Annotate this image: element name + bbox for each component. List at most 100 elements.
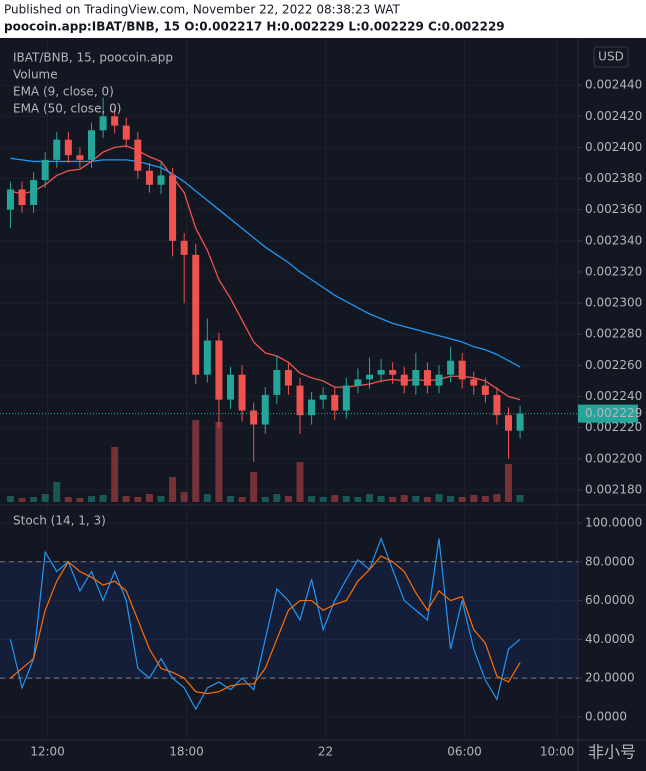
candle-body <box>458 360 466 380</box>
candle-body <box>447 360 455 375</box>
volume-bar <box>180 492 188 502</box>
price-title: IBAT/BNB, 15, poocoin.app <box>13 51 173 65</box>
volume-bar <box>273 494 281 502</box>
y-tick-label: 100.0000 <box>585 516 642 530</box>
y-tick-label: 0.002380 <box>585 171 642 185</box>
candle-body <box>308 399 316 416</box>
candle-body <box>122 125 130 140</box>
volume-bar <box>481 496 489 502</box>
candle-body <box>18 189 26 206</box>
y-tick-label: 0.002220 <box>585 420 642 434</box>
volume-bar <box>53 482 61 502</box>
volume-bar <box>145 494 153 502</box>
candle-body <box>296 385 304 416</box>
candle-body <box>111 116 119 126</box>
candle-body <box>354 379 362 386</box>
candle-body <box>30 180 38 206</box>
x-tick-label: 22 <box>318 745 333 759</box>
currency[interactable]: USD <box>598 50 624 64</box>
candle-body <box>88 130 96 160</box>
volume-bar <box>354 497 362 502</box>
volume-bar <box>389 497 397 502</box>
volume-bar <box>30 497 38 502</box>
volume-bar <box>227 496 235 502</box>
volume-bar <box>250 472 258 502</box>
volume-bar <box>400 495 408 502</box>
y-tick-label: 0.002300 <box>585 296 642 310</box>
volume-bar <box>169 477 177 502</box>
y-tick-label: 0.002400 <box>585 140 642 154</box>
volume-bar <box>308 496 316 502</box>
candle-body <box>331 394 339 411</box>
volume-bar <box>41 494 49 502</box>
y-tick-label: 20.0000 <box>585 671 635 685</box>
candle-body <box>203 340 211 375</box>
candle-body <box>99 116 107 131</box>
volume-bar <box>134 497 142 502</box>
volume-bar <box>447 496 455 502</box>
y-tick-label: 0.002420 <box>585 109 642 123</box>
header-title: Published on TradingView.com, November 2… <box>4 3 401 17</box>
x-tick-label: 12:00 <box>30 745 65 759</box>
y-tick-label: 0.002340 <box>585 233 642 247</box>
y-tick-label: 0.002280 <box>585 327 642 341</box>
candle-body <box>238 374 246 411</box>
candle-body <box>273 370 281 395</box>
volume-bar <box>331 495 339 502</box>
volume-bar <box>505 464 513 502</box>
volume-bar <box>296 462 304 502</box>
volume-bar <box>215 422 223 502</box>
candle-body <box>169 175 177 241</box>
candle-body <box>180 240 188 255</box>
last-price-tag <box>578 404 638 423</box>
y-tick-label: 0.002260 <box>585 358 642 372</box>
volume-bar <box>470 495 478 502</box>
candle-body <box>412 370 420 386</box>
candle-body <box>505 415 513 431</box>
y-tick-label: 60.0000 <box>585 593 635 607</box>
candle-body <box>319 394 327 400</box>
candle-body <box>377 370 385 375</box>
last-price-label: 0.002229 <box>585 406 642 420</box>
volume-bar <box>192 420 200 502</box>
volume-bar <box>342 496 350 502</box>
candle-body <box>192 254 200 375</box>
currency-button[interactable] <box>593 46 629 68</box>
y-tick-label: 0.002180 <box>585 482 642 496</box>
x-tick-label: 06:00 <box>447 745 482 759</box>
volume-bar <box>6 496 14 502</box>
candle-body <box>342 385 350 411</box>
x-tick-label: 10:00 <box>540 745 575 759</box>
candle-body <box>481 385 489 395</box>
stoch-line <box>9 536 521 711</box>
candle-body <box>400 374 408 386</box>
volume-bar <box>458 497 466 502</box>
volume-bar <box>366 494 374 502</box>
volume-label: Volume <box>13 68 58 82</box>
volume-bar <box>284 496 292 502</box>
volume-bar <box>76 498 84 502</box>
candle-body <box>516 413 524 431</box>
volume-bar <box>238 497 246 502</box>
y-tick-label: 0.002240 <box>585 389 642 403</box>
x-tick-label: 18:00 <box>169 745 204 759</box>
volume-bar <box>493 494 501 502</box>
candle-body <box>53 139 61 160</box>
y-tick-label: 0.002440 <box>585 78 642 92</box>
y-tick-label: 80.0000 <box>585 554 635 568</box>
candle-body <box>423 370 431 386</box>
candle-body <box>389 370 397 375</box>
volume-bar <box>18 498 26 502</box>
volume-bar <box>88 496 96 502</box>
y-tick-label: 0.002200 <box>585 451 642 465</box>
volume-bar <box>99 495 107 502</box>
candle-body <box>157 175 165 185</box>
candle-body <box>250 410 258 425</box>
volume-bar <box>203 494 211 502</box>
candle-body <box>134 139 142 171</box>
y-tick-label: 0.002320 <box>585 264 642 278</box>
candle-body <box>64 139 72 156</box>
candle-body <box>41 159 49 181</box>
candle-body <box>470 379 478 386</box>
